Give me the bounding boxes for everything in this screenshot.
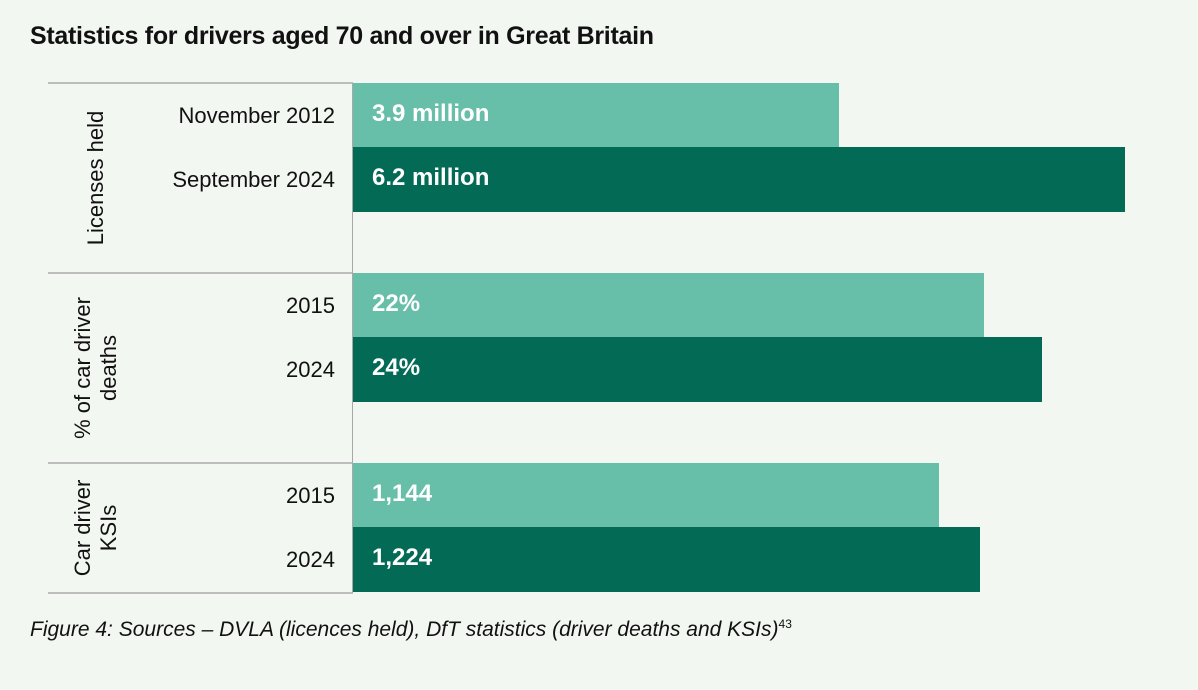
caption-footnote: 43: [778, 617, 792, 631]
category-label: 2024: [286, 547, 335, 572]
category-label: November 2012: [178, 103, 335, 128]
bar: [353, 83, 839, 147]
chart-title: Statistics for drivers aged 70 and over …: [30, 22, 654, 50]
bar: [353, 273, 984, 337]
group-separator-line: [48, 462, 353, 464]
group-separator-line: [48, 272, 353, 274]
bar-value-label: 22%: [372, 290, 421, 317]
bar-value-label: 1,144: [372, 480, 433, 507]
bar: [353, 463, 939, 527]
figure-caption: Figure 4: Sources – DVLA (licences held)…: [30, 617, 792, 642]
category-label: 2024: [286, 357, 335, 382]
caption-text: Figure 4: Sources – DVLA (licences held)…: [30, 618, 779, 641]
category-label: 2015: [286, 293, 335, 318]
group-separator-line: [48, 592, 353, 594]
bar: [353, 527, 980, 592]
bar: [353, 147, 1125, 212]
bar: [353, 337, 1042, 402]
axis-line: [352, 83, 353, 593]
bar-value-label: 3.9 million: [372, 100, 490, 127]
bar-value-label: 6.2 million: [372, 164, 490, 191]
bar-value-label: 24%: [372, 354, 421, 381]
category-label: 2015: [286, 483, 335, 508]
group-separator-line: [48, 82, 353, 84]
bar-value-label: 1,224: [372, 544, 433, 571]
category-label: September 2024: [172, 167, 335, 192]
